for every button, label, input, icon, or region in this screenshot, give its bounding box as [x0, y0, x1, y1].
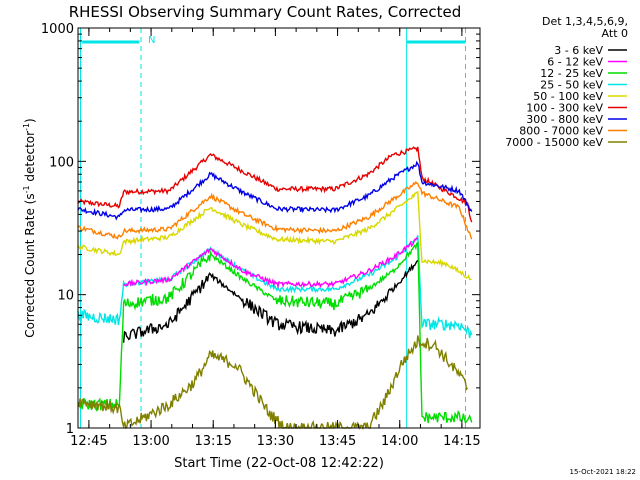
legend-label-8: 7000 - 15000 keV: [505, 136, 603, 149]
legend-label-2: 12 - 25 keV: [540, 67, 603, 80]
legend-label-6: 300 - 800 keV: [526, 113, 603, 126]
y-tick-label-1: 10: [57, 289, 74, 304]
series-line-4: [77, 235, 473, 339]
legend-label-3: 25 - 50 keV: [540, 79, 603, 92]
x-tick-label-5: 14:00: [381, 434, 418, 449]
series-line-0: [77, 146, 473, 223]
series-line-3: [77, 190, 472, 281]
y-tick-label-2: 100: [49, 155, 74, 170]
y-axis-label: Corrected Count Rate (s-1 detector-1): [22, 118, 37, 337]
y-label-main: Corrected Count Rate (s: [23, 193, 37, 337]
plot-area: [77, 28, 473, 431]
x-tick-label-6: 14:15: [443, 434, 480, 449]
legend-label-7: 800 - 7000 keV: [519, 125, 603, 138]
series-line-2: [77, 180, 473, 240]
y-label-end: ): [23, 118, 37, 123]
legend-label-0: 3 - 6 keV: [554, 44, 603, 57]
series-line-1: [77, 160, 473, 221]
legend-header-2: Att 0: [602, 27, 628, 40]
legend-label-5: 100 - 300 keV: [526, 102, 603, 115]
series-line-7: [122, 260, 419, 343]
x-tick-label-0: 12:45: [70, 434, 107, 449]
plot-frame: [77, 27, 481, 429]
x-tick-label-2: 13:15: [194, 434, 231, 449]
series-line-8: [77, 335, 469, 431]
x-tick-label-4: 13:45: [319, 434, 356, 449]
y-axis: 1 10 100 1000: [41, 22, 480, 437]
x-tick-label-3: 13:30: [257, 434, 294, 449]
legend-label-1: 6 - 12 keV: [547, 56, 603, 69]
y-label-sup1: -1: [22, 185, 31, 193]
footer-timestamp: 15-Oct-2021 18:22: [570, 468, 636, 476]
y-tick-label-0: 1: [66, 422, 74, 437]
x-axis: 12:45 13:00 13:15 13:30 13:45 14:00 14:15: [70, 28, 481, 449]
night-marker: N: [148, 35, 155, 46]
x-tick-label-1: 13:00: [132, 434, 169, 449]
x-axis-label: Start Time (22-Oct-08 12:42:22): [174, 456, 384, 471]
y-label-mid: detector: [23, 131, 37, 186]
legend-label-4: 50 - 100 keV: [533, 90, 603, 103]
legend-header-1: Det 1,3,4,5,6,9,: [542, 15, 628, 28]
series-line-6: [77, 240, 473, 425]
y-label-sup2: -1: [22, 123, 31, 131]
y-tick-label-3: 1000: [41, 22, 74, 37]
chart-title: RHESSI Observing Summary Count Rates, Co…: [69, 3, 462, 21]
series-line-5: [123, 237, 419, 290]
